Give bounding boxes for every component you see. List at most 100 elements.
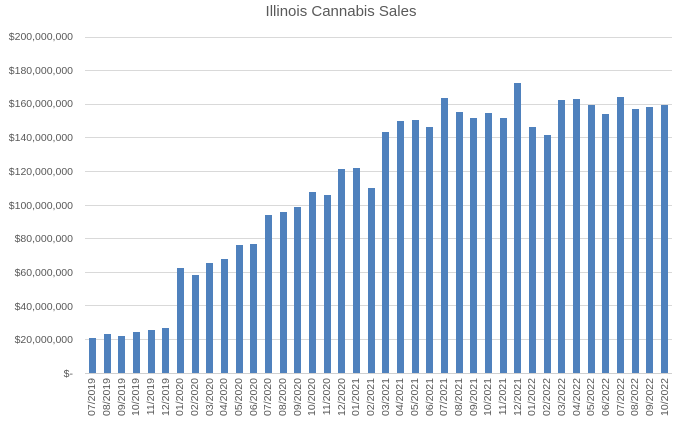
y-tick-label: $140,000,000	[8, 132, 73, 145]
x-tick-label: 01/2022	[526, 378, 539, 416]
bar-05/2022	[587, 105, 595, 373]
bar-12/2020	[338, 169, 346, 373]
bar-slot	[188, 37, 203, 373]
x-axis: 07/2019 08/2019 09/2019 10/2019 11/2019 12/20…	[85, 378, 672, 428]
x-label-slot: 07/2019	[85, 378, 100, 428]
bar-slot	[540, 37, 555, 373]
gridline	[85, 70, 672, 72]
bar-slot	[100, 37, 115, 373]
y-axis: $200,000,000 $180,000,000 $160,000,000 $140…	[0, 31, 73, 380]
bar-06/2020	[250, 244, 258, 373]
y-tick-label: $-	[63, 368, 73, 380]
x-tick-label: 01/2020	[174, 378, 187, 416]
bar-03/2021	[382, 131, 390, 373]
bar-slot	[129, 37, 144, 373]
bar-slot	[320, 37, 335, 373]
bar-12/2019	[162, 327, 170, 373]
bar-slot	[85, 37, 100, 373]
x-tick-label: 10/2020	[306, 378, 319, 416]
gridline	[85, 137, 672, 139]
bar-09/2022	[646, 107, 654, 373]
bar-slot	[643, 37, 658, 373]
x-label-slot: 05/2021	[408, 378, 423, 428]
bar-slot	[613, 37, 628, 373]
x-tick-label: 02/2022	[541, 378, 554, 416]
bar-slot	[584, 37, 599, 373]
x-tick-label: 10/2022	[658, 378, 671, 416]
bar-slot	[364, 37, 379, 373]
bar-slot	[202, 37, 217, 373]
x-label-slot: 01/2022	[525, 378, 540, 428]
x-label-slot: 12/2019	[158, 378, 173, 428]
x-label-slot: 11/2021	[496, 378, 511, 428]
bar-11/2021	[499, 118, 507, 373]
bar-slot	[276, 37, 291, 373]
bar-10/2019	[132, 332, 140, 373]
bar-slot	[599, 37, 614, 373]
bar-09/2021	[470, 117, 478, 373]
x-label-slot: 10/2020	[305, 378, 320, 428]
bar-02/2021	[367, 188, 375, 373]
bar-slot	[114, 37, 129, 373]
bar-slot	[144, 37, 159, 373]
x-tick-label: 09/2021	[467, 378, 480, 416]
x-label-slot: 02/2021	[364, 378, 379, 428]
x-label-slot: 03/2022	[555, 378, 570, 428]
bar-10/2022	[661, 104, 669, 373]
bar-09/2019	[118, 336, 126, 373]
bar-03/2022	[558, 100, 566, 373]
bar-slot	[232, 37, 247, 373]
bar-06/2021	[426, 126, 434, 373]
bar-slot	[261, 37, 276, 373]
bar-01/2022	[528, 127, 536, 373]
x-tick-label: 03/2020	[203, 378, 216, 416]
x-tick-label: 04/2021	[394, 378, 407, 416]
bar-07/2022	[617, 97, 625, 373]
bar-02/2022	[543, 135, 551, 373]
x-label-slot: 09/2021	[466, 378, 481, 428]
bar-11/2019	[147, 330, 155, 373]
x-label-slot: 09/2020	[290, 378, 305, 428]
x-tick-label: 06/2021	[423, 378, 436, 416]
x-label-slot: 10/2019	[129, 378, 144, 428]
x-label-slot: 02/2020	[188, 378, 203, 428]
x-label-slot: 01/2020	[173, 378, 188, 428]
x-label-slot: 10/2022	[657, 378, 672, 428]
chart-title: Illinois Cannabis Sales	[265, 3, 417, 20]
x-label-slot: 06/2021	[422, 378, 437, 428]
x-label-slot: 12/2020	[334, 378, 349, 428]
bar-09/2020	[294, 207, 302, 373]
x-tick-label: 10/2019	[130, 378, 143, 416]
x-label-slot: 07/2020	[261, 378, 276, 428]
y-tick-label: $20,000,000	[14, 334, 73, 347]
bar-10/2021	[484, 112, 492, 373]
gridline	[85, 36, 672, 38]
x-label-slot: 11/2019	[144, 378, 159, 428]
x-tick-label: 02/2020	[189, 378, 202, 416]
x-tick-label: 02/2021	[365, 378, 378, 416]
bar-08/2021	[455, 112, 463, 373]
gridline	[85, 103, 672, 105]
bar-slot	[525, 37, 540, 373]
bar-01/2020	[176, 268, 184, 373]
bar-10/2020	[308, 191, 316, 373]
bar-02/2020	[191, 274, 199, 373]
bar-slot	[378, 37, 393, 373]
bar-05/2021	[411, 120, 419, 373]
x-tick-label: 08/2021	[453, 378, 466, 416]
y-tick-label: $120,000,000	[8, 165, 73, 178]
bar-06/2022	[602, 113, 610, 373]
bar-slot	[173, 37, 188, 373]
plot-area	[85, 36, 672, 374]
x-tick-label: 04/2020	[218, 378, 231, 416]
x-tick-label: 06/2020	[247, 378, 260, 416]
x-label-slot: 08/2022	[628, 378, 643, 428]
x-label-slot: 09/2022	[643, 378, 658, 428]
x-tick-label: 03/2021	[379, 378, 392, 416]
x-tick-label: 10/2021	[482, 378, 495, 416]
bar-04/2021	[396, 121, 404, 373]
bar-slot	[657, 37, 672, 373]
x-label-slot: 04/2021	[393, 378, 408, 428]
bar-slot	[481, 37, 496, 373]
